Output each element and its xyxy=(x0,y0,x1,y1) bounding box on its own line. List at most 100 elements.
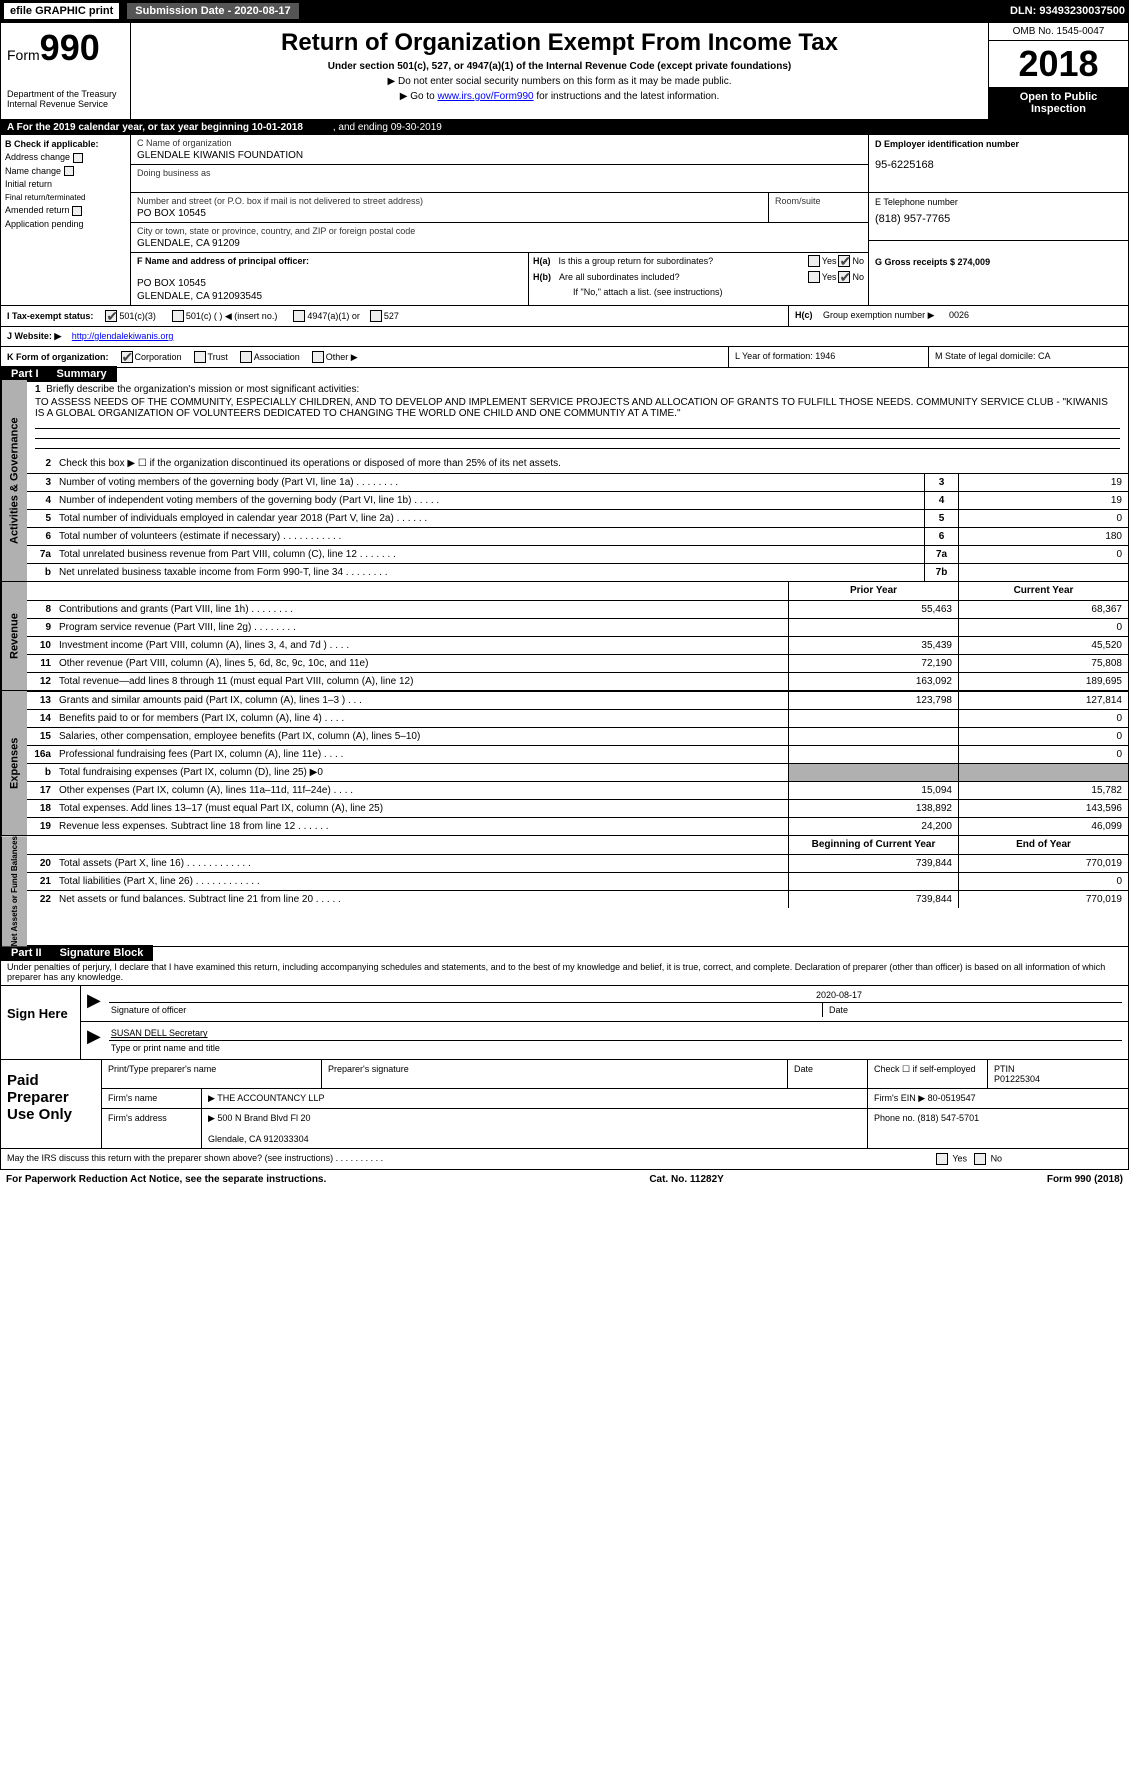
page-footer: For Paperwork Reduction Act Notice, see … xyxy=(0,1170,1129,1189)
tax-status-label: I Tax-exempt status: xyxy=(7,311,93,321)
dln: DLN: 93493230037500 xyxy=(1010,5,1125,17)
subtitle-1: Under section 501(c), 527, or 4947(a)(1)… xyxy=(141,61,978,72)
summary-line: 11Other revenue (Part VIII, column (A), … xyxy=(27,654,1128,672)
firm-name-label: Firm's name xyxy=(102,1089,202,1108)
ha-no-checkbox[interactable] xyxy=(838,255,850,267)
hb-no-checkbox[interactable] xyxy=(838,271,850,283)
col-b-header: B Check if applicable: xyxy=(5,139,126,149)
dba-label: Doing business as xyxy=(137,168,862,178)
officer-addr1: PO BOX 10545 xyxy=(137,278,522,289)
summary-line: 3Number of voting members of the governi… xyxy=(27,473,1128,491)
summary-line: 22Net assets or fund balances. Subtract … xyxy=(27,890,1128,908)
self-employed-hdr: Check ☐ if self-employed xyxy=(868,1060,988,1088)
part-ii-header: Part IISignature Block xyxy=(1,946,1128,959)
current-year-hdr: Current Year xyxy=(958,582,1128,600)
group-return-q: Is this a group return for subordinates? xyxy=(559,256,806,266)
mission-label: Briefly describe the organization's miss… xyxy=(46,384,359,395)
footer-mid: Cat. No. 11282Y xyxy=(649,1174,723,1185)
omb-number: OMB No. 1545-0047 xyxy=(989,23,1128,41)
4947-checkbox[interactable] xyxy=(293,310,305,322)
sig-date: 2020-08-17 xyxy=(109,990,1122,1000)
sig-declaration: Under penalties of perjury, I declare th… xyxy=(1,959,1128,986)
summary-line: 6Total number of volunteers (estimate if… xyxy=(27,527,1128,545)
city-value: GLENDALE, CA 91209 xyxy=(137,238,862,249)
527-checkbox[interactable] xyxy=(370,310,382,322)
efile-badge: efile GRAPHIC print xyxy=(4,3,119,19)
form-prefix: Form xyxy=(7,47,40,63)
state-domicile: M State of legal domicile: CA xyxy=(928,347,1128,367)
vert-revenue: Revenue xyxy=(1,582,27,690)
row-i-j: I Tax-exempt status: 501(c)(3) 501(c) ( … xyxy=(1,305,1128,326)
irs-link[interactable]: www.irs.gov/Form990 xyxy=(437,91,533,102)
col-b-checkboxes: B Check if applicable: Address change Na… xyxy=(1,135,131,305)
prep-date-hdr: Date xyxy=(788,1060,868,1088)
firm-addr-label: Firm's address xyxy=(102,1109,202,1148)
summary-line: 5Total number of individuals employed in… xyxy=(27,509,1128,527)
website-link[interactable]: http://glendalekiwanis.org xyxy=(72,331,174,341)
tel-value: (818) 957-7765 xyxy=(875,213,1122,225)
summary-line: 12Total revenue—add lines 8 through 11 (… xyxy=(27,672,1128,690)
group-exemption-value: 0026 xyxy=(949,310,969,320)
form-number: 990 xyxy=(40,27,100,68)
end-year-hdr: End of Year xyxy=(958,836,1128,854)
summary-line: 19Revenue less expenses. Subtract line 1… xyxy=(27,817,1128,835)
open-inspection: Open to Public Inspection xyxy=(989,87,1128,119)
col-c-org-info: C Name of organization GLENDALE KIWANIS … xyxy=(131,135,868,305)
summary-line: 21Total liabilities (Part X, line 26) . … xyxy=(27,872,1128,890)
discuss-yes-checkbox[interactable] xyxy=(936,1153,948,1165)
summary-line: 2Check this box ▶ ☐ if the organization … xyxy=(27,455,1128,473)
501c-checkbox[interactable] xyxy=(172,310,184,322)
sign-arrow-icon: ▶ xyxy=(87,990,101,1017)
assoc-checkbox[interactable] xyxy=(240,351,252,363)
preparer-name-hdr: Print/Type preparer's name xyxy=(102,1060,322,1088)
summary-line: 9Program service revenue (Part VIII, lin… xyxy=(27,618,1128,636)
amended-checkbox[interactable] xyxy=(72,206,82,216)
summary-line: 14Benefits paid to or for members (Part … xyxy=(27,709,1128,727)
prior-year-hdr: Prior Year xyxy=(788,582,958,600)
year-formation: L Year of formation: 1946 xyxy=(728,347,928,367)
subordinates-q: Are all subordinates included? xyxy=(559,272,806,282)
501c3-checkbox[interactable] xyxy=(105,310,117,322)
trust-checkbox[interactable] xyxy=(194,351,206,363)
name-change-checkbox[interactable] xyxy=(64,166,74,176)
tel-label: E Telephone number xyxy=(875,197,1122,207)
ha-yes-checkbox[interactable] xyxy=(808,255,820,267)
summary-line: bTotal fundraising expenses (Part IX, co… xyxy=(27,763,1128,781)
top-bar: efile GRAPHIC print Submission Date - 20… xyxy=(0,0,1129,22)
sign-here-label: Sign Here xyxy=(1,986,81,1059)
firm-phone: Phone no. (818) 547-5701 xyxy=(868,1109,1128,1148)
footer-left: For Paperwork Reduction Act Notice, see … xyxy=(6,1174,326,1185)
org-name-label: C Name of organization xyxy=(137,138,862,148)
firm-name: ▶ THE ACCOUNTANCY LLP xyxy=(202,1089,868,1108)
ptin-value: P01225304 xyxy=(994,1074,1040,1084)
summary-line: 10Investment income (Part VIII, column (… xyxy=(27,636,1128,654)
summary-line: 13Grants and similar amounts paid (Part … xyxy=(27,691,1128,709)
gross-receipts: G Gross receipts $ 274,009 xyxy=(875,257,1122,267)
corp-checkbox[interactable] xyxy=(121,351,133,363)
discuss-no-checkbox[interactable] xyxy=(974,1153,986,1165)
officer-name: SUSAN DELL Secretary xyxy=(109,1026,1122,1041)
discuss-question: May the IRS discuss this return with the… xyxy=(7,1153,383,1163)
org-name: GLENDALE KIWANIS FOUNDATION xyxy=(137,150,862,161)
hb-yes-checkbox[interactable] xyxy=(808,271,820,283)
summary-line: 18Total expenses. Add lines 13–17 (must … xyxy=(27,799,1128,817)
officer-addr2: GLENDALE, CA 912093545 xyxy=(137,291,522,302)
website-label: J Website: ▶ xyxy=(7,331,61,341)
paid-preparer-label: Paid Preparer Use Only xyxy=(1,1060,101,1148)
vert-governance: Activities & Governance xyxy=(1,380,27,581)
firm-addr2: Glendale, CA 912033304 xyxy=(208,1134,309,1144)
other-checkbox[interactable] xyxy=(312,351,324,363)
officer-label: F Name and address of principal officer: xyxy=(137,256,522,266)
address-change-checkbox[interactable] xyxy=(73,153,83,163)
summary-line: bNet unrelated business taxable income f… xyxy=(27,563,1128,581)
vert-net: Net Assets or Fund Balances xyxy=(1,836,27,946)
firm-addr1: ▶ 500 N Brand Blvd Fl 20 xyxy=(208,1113,310,1123)
subtitle-3: ▶ Go to www.irs.gov/Form990 for instruct… xyxy=(141,91,978,102)
firm-ein: Firm's EIN ▶ 80-0519547 xyxy=(868,1089,1128,1108)
sign-arrow-icon-2: ▶ xyxy=(87,1026,101,1055)
col-d: D Employer identification number 95-6225… xyxy=(868,135,1128,305)
summary-line: 17Other expenses (Part IX, column (A), l… xyxy=(27,781,1128,799)
summary-line: 15Salaries, other compensation, employee… xyxy=(27,727,1128,745)
sig-officer-label: Signature of officer xyxy=(109,1003,822,1017)
begin-year-hdr: Beginning of Current Year xyxy=(788,836,958,854)
